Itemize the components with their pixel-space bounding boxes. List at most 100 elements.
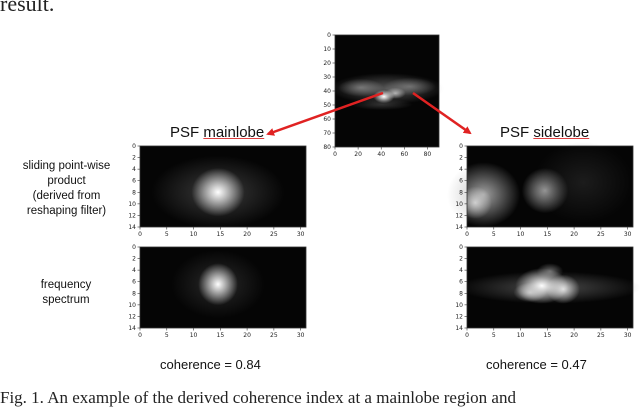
y-tick-label: 10 (455, 201, 463, 208)
intensity-blob (533, 141, 633, 223)
panel-frame (466, 246, 634, 329)
row-label-pointwise-product: sliding point-wise product (derived from… (22, 160, 111, 217)
y-tick-label: 8 (459, 189, 463, 196)
intensity-blob (458, 186, 492, 219)
y-tick-label: 0 (459, 244, 463, 251)
y-tick-label: 4 (132, 166, 136, 173)
y-tick-label: 10 (323, 46, 331, 53)
y-tick-label: 10 (455, 302, 463, 309)
y-tick-label: 4 (459, 267, 463, 274)
x-tick-label: 30 (624, 332, 632, 339)
y-tick-label: 12 (455, 313, 463, 320)
y-tick-label: 14 (128, 325, 136, 332)
heading-prefix: PSF (170, 124, 204, 141)
y-tick-label: 12 (128, 313, 136, 320)
coherence-sidelobe: coherence = 0.47 (486, 357, 587, 372)
x-tick-label: 10 (190, 231, 198, 238)
y-tick-label: 10 (128, 302, 136, 309)
heading-mainlobe: PSF mainlobe (170, 124, 264, 141)
x-tick-label: 0 (465, 231, 469, 238)
y-tick-label: 70 (323, 130, 331, 137)
panel-frame (466, 145, 634, 228)
x-tick-label: 5 (492, 332, 496, 339)
y-tick-label: 0 (459, 143, 463, 150)
panel-sidelobe-product: 0 5 10 15 20 25 30 0 2 4 6 8 10 12 14 (447, 141, 634, 238)
panel-frame (139, 145, 307, 228)
x-tick-label: 15 (217, 231, 225, 238)
row-label-frequency-spectrum: frequency spectrum (40, 279, 92, 306)
x-tick-label: 15 (544, 332, 552, 339)
y-tick-label: 14 (455, 325, 463, 332)
x-tick-label: 15 (544, 231, 552, 238)
y-tick-label: 0 (132, 244, 136, 251)
x-tick-label: 0 (333, 151, 337, 158)
y-tick-label: 2 (459, 155, 463, 162)
x-tick-label: 30 (297, 332, 305, 339)
x-tick-label: 0 (138, 231, 142, 238)
x-tick-label: 10 (517, 231, 525, 238)
x-tick-label: 20 (243, 231, 251, 238)
y-tick-label: 60 (323, 116, 331, 123)
y-tick-label: 14 (128, 224, 136, 231)
intensity-blob (384, 87, 406, 99)
y-tick-label: 6 (132, 178, 136, 185)
y-tick-label: 20 (323, 60, 331, 67)
y-tick-label: 6 (459, 178, 463, 185)
arrow-to-mainlobe (266, 91, 384, 136)
x-tick-label: 30 (624, 231, 632, 238)
x-tick-label: 80 (424, 151, 432, 158)
x-tick-label: 30 (297, 231, 305, 238)
x-tick-label: 5 (165, 332, 169, 339)
arrow-to-sidelobe (412, 91, 472, 135)
intensity-blob (536, 263, 564, 280)
y-tick-label: 4 (132, 267, 136, 274)
panel-frame (139, 246, 307, 329)
y-tick-label: 14 (455, 224, 463, 231)
y-tick-label: 6 (132, 279, 136, 286)
x-tick-label: 20 (570, 332, 578, 339)
x-tick-label: 10 (517, 332, 525, 339)
x-tick-label: 25 (270, 231, 278, 238)
intensity-blob (191, 167, 245, 217)
y-tick-label: 50 (323, 102, 331, 109)
heading-underlined-word: mainlobe (203, 124, 265, 141)
heading-sidelobe: PSF sidelobe (500, 124, 589, 141)
panel-sidelobe-spectrum: 0 5 10 15 20 25 30 0 2 4 6 8 10 12 14 (455, 244, 640, 339)
x-tick-label: 20 (354, 151, 362, 158)
y-tick-label: 12 (455, 212, 463, 219)
intensity-blob (546, 274, 580, 304)
y-tick-label: 6 (459, 279, 463, 286)
x-tick-label: 40 (377, 151, 385, 158)
preceding-text-fragment: result. (0, 0, 55, 16)
x-tick-label: 60 (401, 151, 409, 158)
y-tick-label: 8 (459, 290, 463, 297)
x-tick-label: 5 (492, 231, 496, 238)
panel-mainlobe-product: 0 5 10 15 20 25 30 0 2 4 6 8 10 12 14 (128, 143, 307, 238)
intensity-blob (338, 78, 384, 97)
coherence-mainlobe: coherence = 0.84 (160, 357, 261, 372)
x-tick-label: 25 (597, 332, 605, 339)
y-tick-label: 0 (327, 32, 331, 39)
intensity-blob (198, 263, 238, 306)
y-tick-label: 12 (128, 212, 136, 219)
y-tick-label: 10 (128, 201, 136, 208)
x-tick-label: 15 (217, 332, 225, 339)
heading-prefix: PSF (500, 124, 534, 141)
y-tick-label: 0 (132, 143, 136, 150)
intensity-blob (513, 282, 547, 303)
y-tick-label: 2 (459, 256, 463, 263)
y-tick-label: 2 (132, 256, 136, 263)
x-tick-label: 20 (570, 231, 578, 238)
figure-caption: Fig. 1. An example of the derived cohere… (0, 388, 516, 407)
y-tick-label: 2 (132, 155, 136, 162)
y-tick-label: 80 (323, 144, 331, 151)
x-tick-label: 20 (243, 332, 251, 339)
x-tick-label: 25 (597, 231, 605, 238)
y-tick-label: 40 (323, 88, 331, 95)
y-tick-label: 8 (132, 290, 136, 297)
panel-mainlobe-spectrum: 0 5 10 15 20 25 30 0 2 4 6 8 10 12 14 (128, 244, 307, 339)
x-tick-label: 10 (190, 332, 198, 339)
x-tick-label: 0 (138, 332, 142, 339)
